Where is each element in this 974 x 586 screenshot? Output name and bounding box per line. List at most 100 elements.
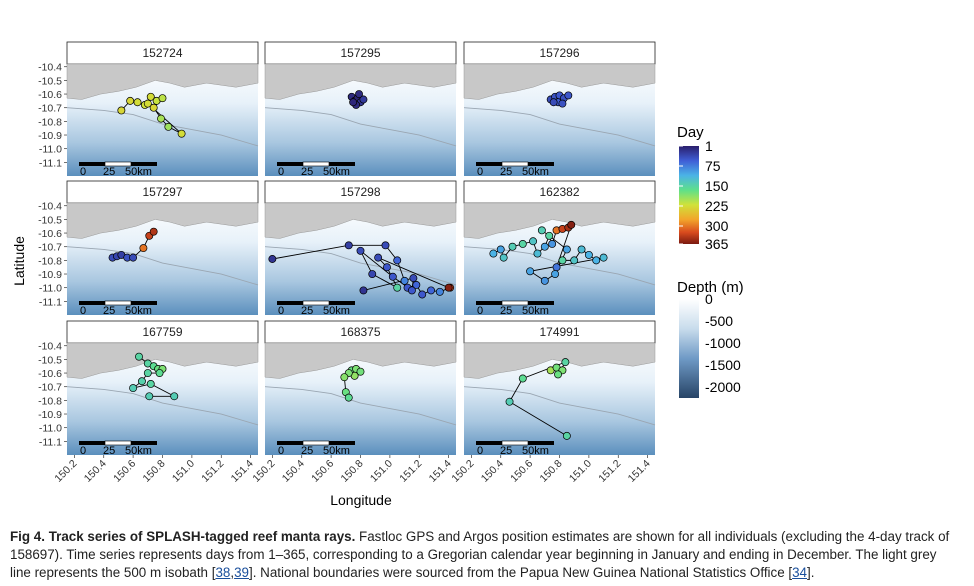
track-point: [129, 384, 138, 393]
scale-bar-black: [329, 441, 355, 445]
x-tick-label: 151.2: [596, 458, 623, 485]
track-point: [529, 237, 538, 246]
y-tick-label: -10.5: [38, 354, 62, 366]
legend-day-colorbar: [679, 146, 699, 244]
track-point: [374, 253, 383, 262]
panel-label: 157297: [142, 185, 182, 199]
legend-day-label: 365: [705, 236, 729, 252]
x-tick-label: 151.4: [626, 458, 653, 485]
track-point: [558, 99, 567, 108]
track-point: [496, 245, 505, 254]
y-tick-label: -10.4: [38, 62, 62, 74]
land-mass: [66, 63, 259, 100]
y-tick-label: -10.9: [38, 409, 62, 421]
scale-bar-black: [79, 162, 105, 166]
citation-link-34[interactable]: 34: [792, 565, 808, 580]
track-point: [549, 98, 558, 107]
scale-bar-label: 50km: [125, 305, 152, 317]
panel-157296: 157296 0 25 50km: [463, 41, 656, 178]
scale-bar-black: [277, 441, 303, 445]
scale-bar-black: [476, 301, 502, 305]
land-mass: [66, 202, 259, 239]
legend-day-label: 1: [705, 138, 713, 154]
caption-text-3: ].: [807, 565, 815, 580]
x-tick-label: 151.0: [567, 458, 594, 485]
track-point: [567, 220, 576, 229]
track-point: [135, 352, 143, 361]
y-tick-label: -10.8: [38, 255, 62, 267]
track-point: [393, 283, 402, 292]
x-tick-label: 151.0: [368, 458, 395, 485]
caption-text-2: ]. National boundaries were sourced from…: [249, 565, 793, 580]
track-point: [540, 242, 549, 251]
panel-label: 157295: [340, 46, 380, 60]
y-tick-label: -11.0: [39, 423, 62, 435]
x-tick-label: 150.2: [250, 458, 277, 485]
track-point: [145, 392, 154, 401]
track-point: [562, 431, 571, 440]
panel-label: 157296: [539, 46, 579, 60]
x-axis-title: Longitude: [330, 492, 392, 508]
x-tick-label: 150.8: [141, 458, 168, 485]
track-point: [344, 241, 353, 250]
x-tick-label: 150.8: [339, 458, 366, 485]
track-point: [562, 245, 571, 254]
land-mass: [463, 342, 656, 379]
scale-bar-label: 25: [301, 445, 313, 457]
scale-bar-label: 50km: [125, 445, 152, 457]
scale-bar-black: [476, 162, 502, 166]
track-point: [143, 99, 152, 108]
track-point: [126, 96, 135, 105]
track-point: [418, 290, 427, 299]
track-point: [164, 122, 173, 131]
track-point: [268, 255, 277, 263]
track-point: [149, 103, 158, 112]
track-point: [409, 274, 418, 283]
isobath-500m: [264, 246, 457, 286]
y-tick-label: -10.5: [38, 75, 62, 87]
track-point: [368, 270, 377, 278]
scale-bar-label: 50km: [323, 445, 350, 457]
track-point: [158, 94, 167, 103]
scale-bar-black: [528, 441, 554, 445]
scale-bar-black: [79, 301, 105, 305]
land-mass: [264, 342, 457, 379]
x-tick-label: 150.4: [479, 458, 506, 485]
track-point: [356, 246, 365, 255]
citation-link-39[interactable]: 39: [234, 565, 249, 580]
x-tick-label: 150.2: [52, 458, 79, 485]
citation-link-38[interactable]: 38: [215, 565, 231, 580]
caption-title: Fig 4. Track series of SPLASH-tagged ree…: [10, 529, 356, 544]
scale-bar-black: [329, 162, 355, 166]
track-point: [518, 240, 527, 248]
track-point: [558, 256, 567, 265]
scale-bar-label: 25: [301, 305, 313, 317]
track-point: [548, 240, 557, 248]
legend-day-label: 300: [705, 218, 729, 234]
scale-bar-label: 0: [80, 166, 86, 178]
track-point: [412, 281, 421, 289]
x-tick-label: 150.2: [449, 458, 476, 485]
scale-bar-label: 0: [477, 445, 483, 457]
scale-bar-label: 0: [477, 305, 483, 317]
legend-depth-colorbar: [679, 299, 699, 398]
panel-label: 168375: [340, 325, 380, 339]
track-point: [499, 253, 508, 262]
x-tick-label: 150.6: [111, 458, 138, 485]
scale-bar-label: 0: [80, 305, 86, 317]
legend-depth: Depth (m)0 -500 -1000 -1500 -2000: [677, 279, 744, 398]
track-point: [149, 227, 158, 236]
track-point: [505, 397, 514, 406]
caption-separator: ,: [230, 565, 235, 580]
track-point: [146, 380, 155, 388]
track-point: [388, 272, 397, 281]
track-point: [545, 231, 554, 240]
scale-bar-label: 50km: [125, 166, 152, 178]
track-point: [382, 263, 391, 272]
isobath-500m: [463, 386, 656, 426]
track-point: [554, 370, 562, 379]
track-point: [177, 129, 186, 138]
